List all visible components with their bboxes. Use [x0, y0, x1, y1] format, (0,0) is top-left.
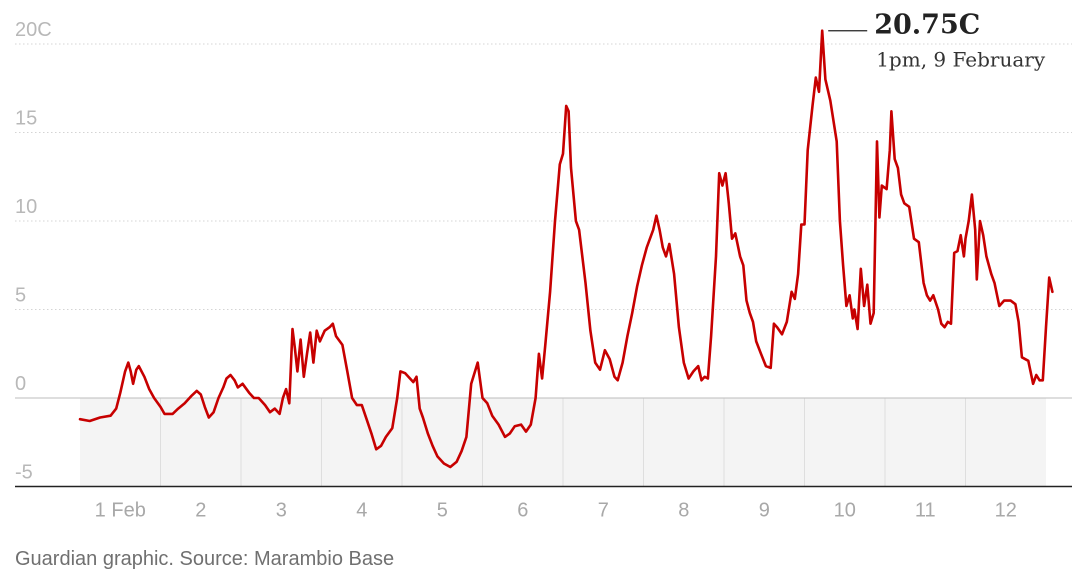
temperature-line	[78, 29, 1054, 469]
y-tick-label: 20C	[15, 19, 52, 41]
x-tick-label: 2	[195, 500, 206, 522]
x-tick-label: 6	[517, 500, 528, 522]
annotation-value: 20.75C	[874, 10, 980, 41]
x-tick-label: 3	[276, 500, 287, 522]
x-tick-label: 9	[759, 500, 770, 522]
x-tick-label: 10	[834, 500, 856, 522]
x-tick-label: 12	[995, 500, 1017, 522]
peak-annotation: 20.75C 1pm, 9 February	[828, 10, 1046, 72]
annotation-date: 1pm, 9 February	[876, 48, 1046, 72]
y-tick-label: 5	[15, 285, 26, 307]
x-tick-label: 11	[915, 500, 936, 522]
x-tick-label: 5	[437, 500, 448, 522]
x-tick-label: 7	[598, 500, 609, 522]
x-tick-label: 8	[678, 500, 689, 522]
y-axis-ticks: 20C 15 10 5 0 -5	[15, 19, 52, 484]
x-tick-label: 1 Feb	[95, 500, 146, 522]
y-tick-label: 15	[15, 108, 37, 130]
y-tick-label: 0	[15, 373, 26, 395]
y-tick-label: 10	[15, 196, 37, 218]
x-tick-label: 4	[356, 500, 367, 522]
x-axis-ticks: 1 Feb 2 3 4 5 6 7 8 9 10 11 12	[95, 500, 1017, 522]
y-tick-label: -5	[15, 462, 33, 484]
source-note: Guardian graphic. Source: Marambio Base	[15, 548, 395, 570]
temperature-series	[78, 29, 1054, 469]
